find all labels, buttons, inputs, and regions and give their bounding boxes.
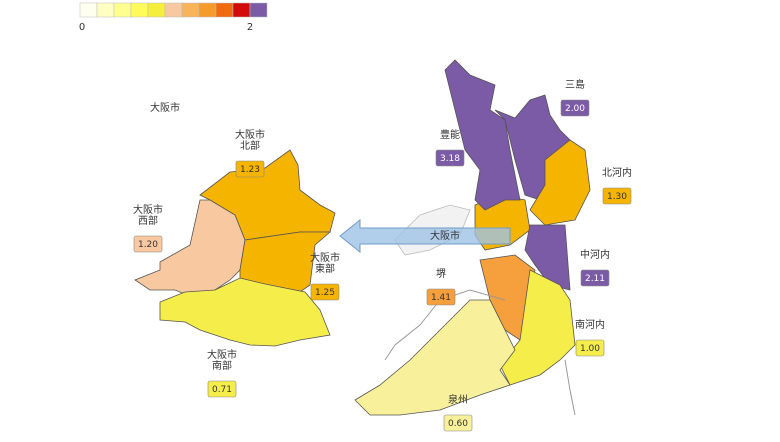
value-box	[575, 339, 605, 357]
value-box	[133, 235, 163, 253]
region-name: 大阪市	[235, 128, 265, 141]
region-value: 1.41	[431, 293, 451, 303]
region-value: 0.60	[448, 419, 468, 429]
region-value: 2.00	[565, 104, 585, 114]
value-box	[426, 288, 456, 306]
region-name: 大阪市	[133, 203, 163, 216]
region-value: 1.20	[138, 240, 158, 250]
legend-swatch	[96, 2, 115, 18]
region-shape	[134, 199, 246, 299]
region-name: 泉州	[448, 393, 468, 406]
region-shape	[444, 59, 521, 211]
zoom-arrow	[339, 218, 511, 254]
legend-swatch	[147, 2, 166, 18]
legend-max: 2	[247, 22, 253, 33]
value-box	[560, 99, 590, 117]
map-shapes	[134, 59, 591, 416]
border-line	[564, 359, 576, 416]
region-value: 2.11	[585, 274, 605, 284]
region-name: 三島	[565, 78, 585, 91]
region-value: 1.00	[580, 344, 600, 354]
legend-swatch	[113, 2, 132, 18]
region-name: 大阪市	[310, 251, 340, 264]
region-name: 大阪市	[207, 348, 237, 361]
legend-min: 0	[79, 22, 85, 33]
region-name: 西部	[138, 214, 158, 227]
region-name: 豊能	[440, 128, 460, 141]
legend-swatch	[181, 2, 200, 18]
region-shape	[529, 139, 591, 226]
city-label: 大阪市	[430, 229, 460, 242]
legend-swatch	[198, 2, 217, 18]
region-shape	[159, 277, 331, 347]
region-name: 南部	[212, 359, 232, 372]
region-value: 1.30	[607, 192, 627, 202]
value-box	[310, 283, 340, 301]
region-name: 東部	[315, 262, 335, 275]
legend-swatch	[232, 2, 251, 18]
legend-swatch	[130, 2, 149, 18]
region-name: 北部	[240, 139, 260, 152]
region-name: 北河内	[602, 166, 632, 179]
value-box	[207, 380, 237, 398]
value-box	[443, 414, 473, 432]
region-value: 1.23	[240, 165, 260, 175]
region-name: 中河内	[580, 248, 610, 261]
region-name: 南河内	[575, 318, 605, 331]
region-value: 0.71	[212, 385, 232, 395]
region-name: 堺	[436, 268, 446, 280]
value-box	[235, 160, 265, 178]
region-value: 3.18	[440, 154, 460, 164]
legend-swatch	[79, 2, 98, 18]
value-box	[435, 149, 465, 167]
coastline	[384, 289, 506, 361]
region-shape	[354, 299, 516, 416]
region-shape	[239, 231, 332, 293]
value-box	[580, 269, 610, 287]
legend-swatch	[164, 2, 183, 18]
city-title: 大阪市	[150, 101, 180, 114]
region-value: 1.25	[315, 288, 335, 298]
value-box	[602, 187, 632, 205]
legend-swatch	[215, 2, 234, 18]
legend-swatch	[249, 2, 268, 18]
region-labels: 大阪市北部1.23大阪市西部1.20大阪市東部1.25大阪市南部0.71三島2.…	[133, 78, 632, 432]
